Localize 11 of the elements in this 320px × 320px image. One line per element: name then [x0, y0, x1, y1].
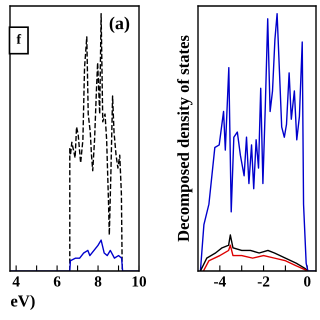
y-axis-title: Decomposed density of states	[177, 35, 192, 242]
x-tick-label: 10	[132, 276, 146, 287]
x-tick-label: 4	[12, 276, 20, 286]
annotation: (a)	[110, 16, 130, 33]
x-tick-label: 0	[304, 276, 310, 287]
annotation: f	[16, 34, 22, 44]
x-tick-label: 6	[54, 276, 60, 287]
x-tick-label: -2	[258, 276, 270, 286]
x-tick-label: -4	[214, 276, 226, 286]
x-axis-title: eV)	[10, 294, 35, 310]
x-tick-label: 8	[94, 276, 102, 287]
